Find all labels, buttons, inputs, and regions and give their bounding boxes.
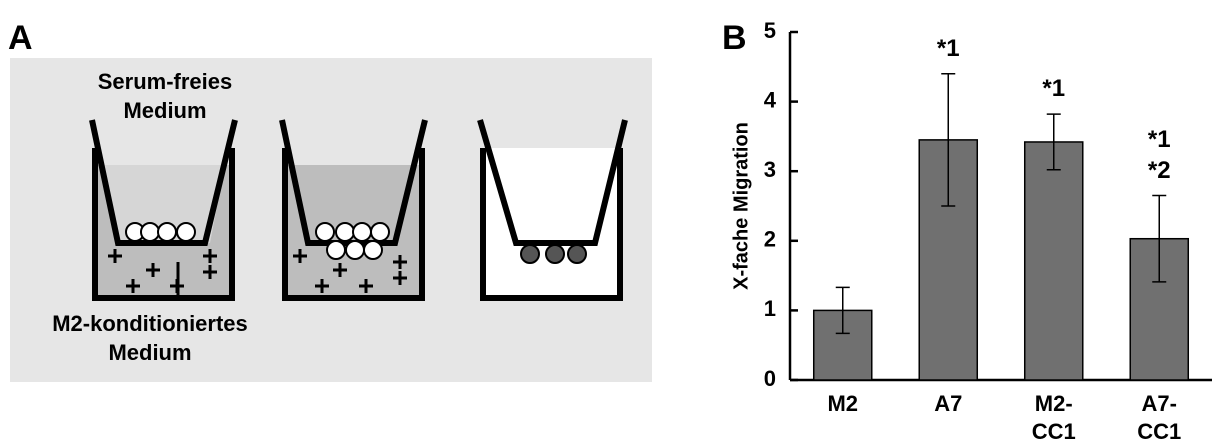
beaker-2: [279, 119, 428, 301]
diagram-label: M2-konditioniertes Medium: [52, 311, 248, 365]
plus: [203, 265, 217, 279]
x-tick-label: A7: [934, 391, 963, 416]
y-tick-label: 3: [764, 157, 776, 182]
x-tick-label: A7- CC1: [1137, 391, 1182, 444]
x-tick-label: M2- CC1: [1031, 391, 1076, 444]
cells: [315, 222, 390, 260]
plus: [333, 263, 347, 277]
plus: [359, 279, 373, 293]
y-tick-label: 0: [764, 366, 776, 391]
plus: [293, 249, 307, 263]
cells: [125, 222, 196, 242]
plus: [393, 271, 407, 285]
insert: [89, 119, 238, 246]
bar: [1023, 141, 1084, 381]
significance-label: *1: [1042, 75, 1066, 103]
y-tick-label: 5: [764, 18, 776, 43]
error-bar: [835, 286, 850, 335]
plus: [170, 279, 184, 293]
well: [480, 148, 623, 301]
panel-label: B: [722, 19, 747, 57]
y-tick-label: 2: [764, 227, 776, 252]
y-tick-label: 4: [764, 87, 777, 112]
significance-label: *1 *2: [1147, 125, 1171, 184]
diagram-label: Serum-freies Medium: [97, 69, 233, 123]
error-bar: [1152, 194, 1167, 283]
well: [92, 148, 235, 301]
plus: [203, 249, 217, 263]
beaker-1: [89, 119, 238, 301]
panel-label: A: [8, 19, 33, 57]
plus: [146, 263, 160, 277]
insert: [477, 119, 628, 246]
error-bar: [941, 73, 956, 207]
error-bar: [1046, 113, 1061, 171]
x-tick-label: M2: [827, 391, 859, 416]
plus-signs: [108, 249, 407, 293]
significance-label: *1: [936, 34, 960, 62]
plus: [393, 255, 407, 269]
plus: [108, 249, 122, 263]
beaker-3: [477, 119, 628, 301]
plus: [315, 279, 329, 293]
bar: [812, 309, 873, 381]
y-axis-label: X-fache Migration: [730, 122, 752, 290]
plus: [126, 279, 140, 293]
cells: [520, 244, 587, 264]
well: [282, 148, 425, 301]
y-tick-label: 1: [764, 296, 776, 321]
